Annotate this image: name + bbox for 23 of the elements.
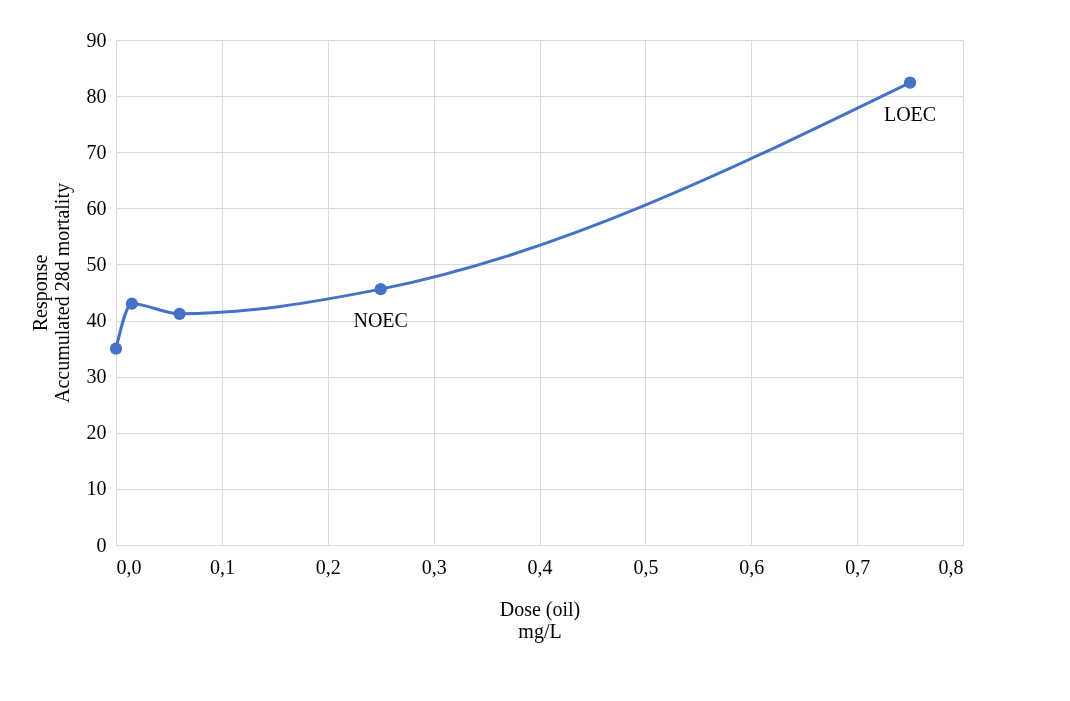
y-tick-label: 40 (86, 309, 107, 332)
x-tick-label: 0,8 (938, 555, 964, 578)
y-tick-label: 60 (86, 196, 107, 219)
y-axis-title: Response Accumulated 28d mortality (28, 183, 74, 403)
y-tick-label: 10 (86, 477, 107, 500)
y-tick-label: 90 (86, 28, 107, 51)
x-axis-title: Dose (oil) mg/L (499, 597, 581, 643)
x-tick-label: 0,6 (739, 555, 765, 578)
y-tick-label: 70 (86, 140, 107, 163)
y-tick-label: 80 (86, 84, 107, 107)
x-tick-label: 0,0 (116, 555, 142, 578)
y-tick-label: 0 (96, 533, 107, 556)
x-tick-label: 0,4 (527, 555, 553, 578)
annotation: NOEC (353, 309, 408, 332)
x-tick-label: 0,7 (845, 555, 871, 578)
x-tick-label: 0,1 (209, 555, 235, 578)
y-tick-label: 50 (86, 252, 107, 275)
annotation: LOEC (883, 102, 937, 125)
x-tick-label: 0,5 (633, 555, 659, 578)
x-tick-label: 0,3 (421, 555, 447, 578)
y-tick-label: 30 (86, 365, 107, 388)
x-tick-label: 0,2 (315, 555, 341, 578)
y-tick-label: 20 (86, 421, 107, 444)
